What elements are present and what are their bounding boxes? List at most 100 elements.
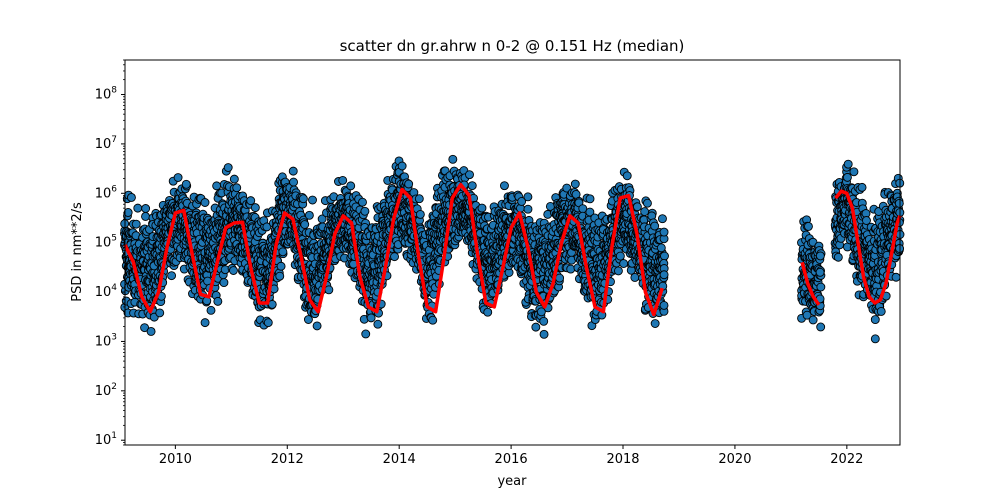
x-tick-label: 2014 xyxy=(383,452,416,467)
scatter-point xyxy=(289,177,298,187)
scatter-point xyxy=(141,204,151,213)
chart-title: scatter dn gr.ahrw n 0-2 @ 0.151 Hz (med… xyxy=(340,37,685,55)
scatter-point xyxy=(632,202,642,212)
scatter-point xyxy=(229,174,239,184)
scatter-point xyxy=(298,194,308,204)
scatter-point xyxy=(876,306,886,316)
scatter-point xyxy=(539,316,549,326)
scatter-point xyxy=(659,300,669,310)
scatter-point xyxy=(570,179,580,189)
scatter-point xyxy=(415,209,425,219)
scatter-point xyxy=(200,198,210,207)
scatter-point xyxy=(338,175,348,185)
scatter-point xyxy=(815,267,825,277)
scatter-point xyxy=(397,161,407,171)
scatter-point xyxy=(843,159,853,169)
scatter-point xyxy=(126,193,136,202)
scatter-point xyxy=(849,167,859,177)
scatter-point xyxy=(275,271,285,281)
y-axis-label: PSD in nm**2/s xyxy=(70,202,85,302)
scatter-point xyxy=(870,315,880,325)
scatter-point xyxy=(232,183,242,193)
scatter-point xyxy=(133,203,143,213)
scatter-point xyxy=(324,285,334,295)
scatter-point xyxy=(659,227,669,237)
scatter-point xyxy=(263,318,273,328)
scatter-point xyxy=(140,323,150,333)
scatter-point xyxy=(358,197,367,207)
scatter-point xyxy=(303,315,313,324)
scatter-point xyxy=(366,313,376,323)
x-axis-label: year xyxy=(497,474,527,489)
scatter-point xyxy=(448,154,458,164)
scatter-point xyxy=(891,272,901,282)
scatter-point xyxy=(404,179,414,189)
scatter-point xyxy=(622,171,632,181)
x-tick-label: 2022 xyxy=(830,452,863,467)
scatter-point xyxy=(428,315,438,325)
scatter-point xyxy=(566,264,576,274)
scatter-point xyxy=(308,195,317,205)
scatter-point xyxy=(131,219,141,229)
scatter-point xyxy=(658,214,667,224)
scatter-point xyxy=(659,270,669,280)
scatter-point xyxy=(200,318,210,328)
scatter-point xyxy=(276,261,286,271)
scatter-point xyxy=(206,305,216,315)
scatter-point xyxy=(414,194,424,204)
scatter-point xyxy=(373,319,383,329)
scatter-point xyxy=(630,273,640,282)
scatter-point xyxy=(523,204,533,214)
scatter-point xyxy=(141,212,150,221)
x-tick-label: 2010 xyxy=(159,452,192,467)
scatter-point xyxy=(615,251,625,261)
x-tick-label: 2020 xyxy=(718,452,751,467)
scatter-point xyxy=(219,278,229,288)
scatter-point xyxy=(585,194,595,204)
scatter-point xyxy=(815,251,825,261)
scatter-point xyxy=(499,181,509,191)
scatter-point xyxy=(361,329,371,339)
scatter-point xyxy=(173,173,183,182)
scatter-point xyxy=(642,198,652,208)
scatter-point xyxy=(146,327,156,336)
scatter-point xyxy=(531,322,541,332)
scatter-point xyxy=(278,247,288,257)
scatter-point xyxy=(613,266,623,276)
scatter-point xyxy=(483,307,493,317)
scatter-point xyxy=(304,210,314,220)
scatter-point xyxy=(816,282,826,292)
scatter-point xyxy=(660,251,669,261)
scatter-point xyxy=(262,222,272,232)
x-tick-label: 2018 xyxy=(606,452,639,467)
scatter-point xyxy=(833,252,843,262)
scatter-point xyxy=(346,181,356,191)
scatter-point xyxy=(656,243,666,253)
scatter-point xyxy=(181,179,191,189)
plot-area xyxy=(120,59,905,446)
scatter-point xyxy=(250,203,260,213)
scatter-point xyxy=(390,252,399,262)
x-tick-label: 2012 xyxy=(271,452,304,467)
scatter-point xyxy=(539,329,549,339)
scatter-point xyxy=(523,192,533,202)
scatter-point xyxy=(123,208,133,217)
scatter-point xyxy=(246,196,256,206)
scatter-point xyxy=(894,198,904,208)
scatter-point xyxy=(467,181,477,191)
scatter-point xyxy=(650,319,660,328)
scatter-point xyxy=(619,259,629,268)
scatter-point xyxy=(803,221,813,231)
scatter-point xyxy=(555,273,565,283)
scatter-point xyxy=(640,207,650,217)
scatter-point xyxy=(857,182,867,192)
scatter-point xyxy=(288,166,298,176)
scatter-point xyxy=(477,203,487,213)
scatter-point xyxy=(360,206,370,216)
scatter-point xyxy=(465,170,474,180)
scatter-point xyxy=(312,321,322,331)
scatter-point xyxy=(167,271,177,281)
scatter-point xyxy=(213,296,223,306)
scatter-point xyxy=(808,315,818,325)
